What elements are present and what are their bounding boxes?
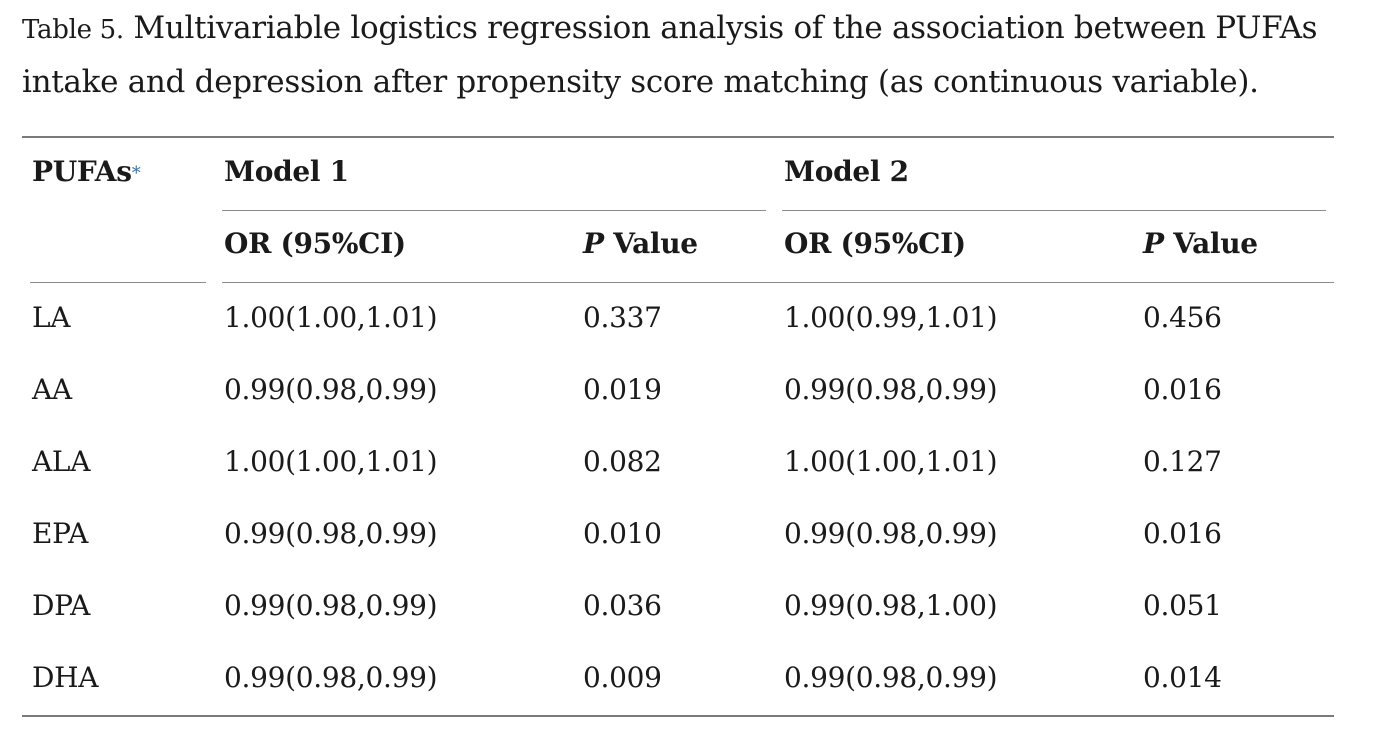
header-pufas: PUFAs*: [32, 154, 141, 194]
pufas-header-underline: [30, 282, 206, 283]
model2-p: 0.051: [1143, 589, 1222, 622]
model1-p: 0.082: [583, 445, 662, 478]
model1-or: 1.00(1.00,1.01): [224, 445, 438, 478]
header-bottom-rule: [222, 282, 1334, 283]
footnote-marker[interactable]: *: [131, 163, 141, 184]
header-pufas-label: PUFAs: [32, 155, 132, 188]
row-name: DPA: [32, 589, 91, 622]
model1-p: 0.337: [583, 301, 662, 334]
table-bottom-rule: [22, 715, 1334, 717]
model2-p: 0.127: [1143, 445, 1222, 478]
header-m1-p: P Value: [583, 226, 698, 262]
model2-or: 0.99(0.98,0.99): [784, 517, 998, 550]
row-name: AA: [32, 373, 72, 406]
model2-or: 0.99(0.98,0.99): [784, 373, 998, 406]
model2-p: 0.456: [1143, 301, 1222, 334]
model1-p: 0.036: [583, 589, 662, 622]
model2-underline: [782, 210, 1326, 211]
model2-p: 0.014: [1143, 661, 1222, 694]
model1-p: 0.019: [583, 373, 662, 406]
p-italic: P: [583, 227, 604, 260]
row-name: ALA: [32, 445, 91, 478]
model2-or: 0.99(0.98,1.00): [784, 589, 998, 622]
table-caption-text: Multivariable logistics regression analy…: [22, 10, 1318, 100]
table-label: Table 5.: [22, 15, 124, 45]
table-caption: Table 5. Multivariable logistics regress…: [22, 2, 1342, 108]
table-top-rule: [22, 136, 1334, 138]
p-value-label: Value: [603, 227, 698, 260]
model2-or: 1.00(1.00,1.01): [784, 445, 998, 478]
model1-or: 0.99(0.98,0.99): [224, 589, 438, 622]
row-name: DHA: [32, 661, 99, 694]
model2-p: 0.016: [1143, 517, 1222, 550]
model2-or: 1.00(0.99,1.01): [784, 301, 998, 334]
row-name: LA: [32, 301, 71, 334]
header-model-2: Model 2: [784, 155, 909, 188]
p-italic: P: [1143, 227, 1164, 260]
header-m1-or: OR (95%CI): [224, 227, 406, 260]
model1-underline: [222, 210, 766, 211]
p-value-label: Value: [1163, 227, 1258, 260]
header-m2-or: OR (95%CI): [784, 227, 966, 260]
model1-or: 1.00(1.00,1.01): [224, 301, 438, 334]
model1-or: 0.99(0.98,0.99): [224, 517, 438, 550]
model2-or: 0.99(0.98,0.99): [784, 661, 998, 694]
model1-or: 0.99(0.98,0.99): [224, 661, 438, 694]
model1-or: 0.99(0.98,0.99): [224, 373, 438, 406]
row-name: EPA: [32, 517, 89, 550]
model1-p: 0.010: [583, 517, 662, 550]
model2-p: 0.016: [1143, 373, 1222, 406]
model1-p: 0.009: [583, 661, 662, 694]
header-model-1: Model 1: [224, 155, 349, 188]
header-m2-p: P Value: [1143, 226, 1258, 262]
